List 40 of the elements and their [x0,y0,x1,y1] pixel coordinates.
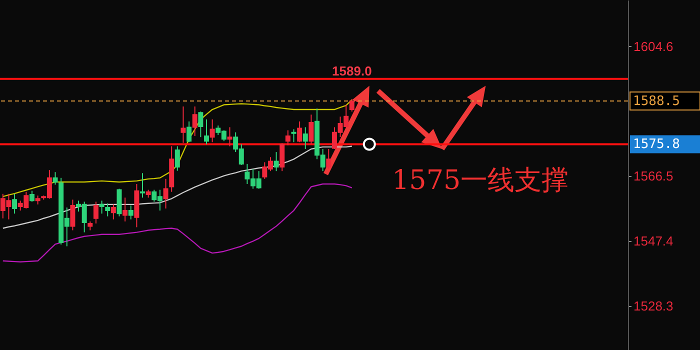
y-tick-label: 1566.5 [634,168,674,184]
y-tick-label: 1547.4 [634,233,674,248]
y-tick-label: 1604.6 [634,38,674,54]
candlestick [349,98,354,112]
candlestick [12,193,18,214]
candlestick [192,106,198,137]
candlestick [99,200,104,214]
text: 1575一线支撑 [392,165,569,196]
candlestick [274,152,279,172]
candlestick [210,118,215,143]
line-series [2,183,353,263]
candlestick [280,142,285,172]
candlestick [116,188,122,217]
candlestick [140,172,146,198]
candlestick [52,172,58,186]
candlestick [204,118,209,145]
candlestick [93,201,98,224]
candlestick [285,130,290,146]
ref-line-label: 1588.5 [633,94,680,110]
candlestick [128,204,134,220]
candlestick [227,126,232,147]
candlestick [180,106,186,144]
candlestick [302,126,308,150]
candlestick [163,178,168,210]
candlestick [122,197,128,222]
candlestick [297,120,302,143]
candlestick [29,190,34,202]
candlestick [110,204,116,220]
ref-line-label: 1575.8 [633,137,680,152]
candlestick [105,202,110,217]
y-tick-label: 1528.3 [634,298,674,314]
line-series [2,99,353,198]
candlestick [291,128,296,143]
candlestick [70,199,76,231]
candlestick [174,146,180,172]
candlestick [186,120,192,143]
candlestick [326,148,332,170]
annotation: 1589.0 [332,63,372,78]
candlestick [308,114,314,145]
candlestick [198,111,204,138]
